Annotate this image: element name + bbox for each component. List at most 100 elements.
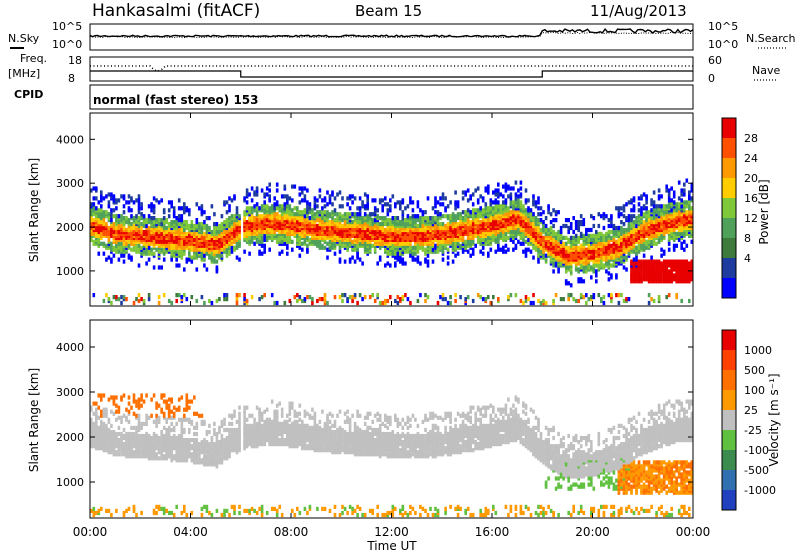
- data-cell: [180, 295, 184, 300]
- data-cell: [572, 229, 575, 235]
- data-cell: [373, 210, 377, 215]
- data-cell: [265, 186, 269, 191]
- data-cell: [489, 198, 493, 203]
- data-cell: [512, 200, 515, 205]
- data-cell: [188, 223, 191, 229]
- data-cell: [688, 200, 691, 205]
- data-cell: [617, 300, 621, 306]
- data-cell: [597, 293, 601, 298]
- data-cell: [386, 298, 390, 304]
- data-cell: [672, 273, 676, 278]
- data-cell: [303, 198, 307, 203]
- data-cell: [625, 255, 628, 260]
- data-cell: [476, 235, 480, 240]
- data-cell: [120, 223, 123, 229]
- data-cell: [562, 297, 565, 302]
- data-cell: [378, 245, 382, 250]
- data-cell: [225, 243, 229, 248]
- data-cell: [585, 231, 588, 236]
- data-cell: [655, 241, 658, 246]
- data-cell: [461, 216, 465, 221]
- data-cell: [245, 206, 249, 211]
- data-cell: [137, 216, 141, 221]
- data-cell: [605, 269, 608, 274]
- data-cell: [665, 216, 668, 221]
- colorbar-swatch: [722, 138, 736, 159]
- data-cell: [544, 216, 548, 221]
- y-tick-label: 4000: [56, 133, 84, 146]
- data-cell: [381, 239, 384, 244]
- data-cell: [343, 243, 347, 248]
- data-cell: [183, 245, 186, 250]
- data-cell: [665, 184, 668, 189]
- data-cell: [507, 295, 510, 300]
- data-cell: [677, 202, 681, 207]
- data-cell: [524, 188, 528, 193]
- data-cell: [120, 300, 123, 306]
- data-cell: [386, 251, 390, 256]
- data-cell: [122, 216, 126, 221]
- data-cell: [461, 196, 465, 201]
- data-cell: [280, 204, 284, 209]
- data-cell: [514, 293, 518, 298]
- data-cell: [552, 298, 555, 304]
- data-cell: [203, 220, 206, 225]
- data-cell: [394, 298, 397, 304]
- data-cell: [577, 235, 580, 240]
- data-cell: [112, 194, 116, 199]
- data-cell: [650, 216, 653, 221]
- data-cell: [625, 227, 628, 233]
- data-cell: [466, 212, 470, 217]
- data-cell: [524, 239, 528, 244]
- data-cell: [280, 249, 284, 254]
- data-cell: [228, 196, 231, 201]
- data-cell: [115, 239, 118, 244]
- data-cell: [177, 222, 181, 227]
- data-cell: [489, 300, 493, 306]
- data-cell: [559, 229, 563, 235]
- data-cell: [436, 216, 440, 221]
- data-cell: [645, 245, 648, 250]
- data-cell: [162, 293, 166, 298]
- data-cell: [172, 210, 176, 215]
- data-cell: [652, 204, 656, 209]
- data-cell: [532, 222, 535, 227]
- data-cell: [220, 214, 224, 219]
- data-cell: [585, 293, 588, 298]
- data-cell: [627, 200, 631, 205]
- data-cell: [97, 200, 101, 205]
- data-cell: [150, 208, 153, 213]
- data-cell: [137, 229, 141, 235]
- data-cell: [404, 261, 407, 266]
- data-cell: [200, 208, 204, 213]
- data-cell: [286, 243, 289, 248]
- data-cell: [688, 261, 691, 266]
- data-cell: [90, 188, 93, 193]
- data-cell: [532, 194, 535, 199]
- data-cell: [102, 196, 106, 201]
- data-cell: [378, 198, 382, 203]
- data-cell: [273, 196, 276, 201]
- data-cell: [313, 196, 317, 201]
- data-cell: [421, 241, 425, 246]
- data-cell: [162, 216, 166, 221]
- data-cell: [107, 297, 111, 302]
- data-cell: [155, 218, 158, 223]
- data-cell: [539, 218, 543, 223]
- data-cell: [647, 259, 651, 264]
- data-cell: [439, 212, 442, 217]
- data-cell: [90, 444, 93, 449]
- data-cell: [301, 186, 304, 191]
- data-cell: [597, 265, 601, 270]
- data-cell: [434, 243, 437, 248]
- data-cell: [373, 223, 377, 229]
- colorbar-tick-label: 28: [744, 132, 758, 145]
- data-cell: [145, 243, 148, 248]
- data-cell: [622, 298, 626, 304]
- data-cell: [552, 218, 555, 223]
- data-cell: [396, 200, 400, 205]
- data-cell: [167, 214, 171, 219]
- data-cell: [228, 223, 231, 229]
- data-cell: [288, 196, 292, 201]
- freq-label-line2: [MHz]: [8, 67, 40, 80]
